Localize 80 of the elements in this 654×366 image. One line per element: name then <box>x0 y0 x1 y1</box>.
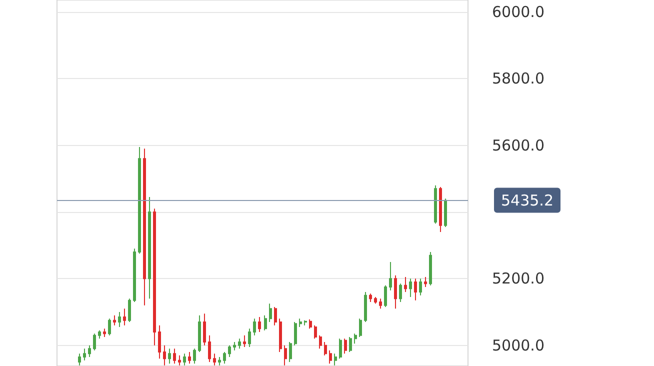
candlestick <box>213 353 216 366</box>
candlestick <box>238 338 241 350</box>
candlestick <box>384 284 387 308</box>
candlestick <box>103 328 106 338</box>
candlestick <box>414 278 417 301</box>
candlestick <box>344 338 347 354</box>
candlestick <box>98 330 101 340</box>
candlestick <box>339 338 342 360</box>
candlestick <box>279 318 282 352</box>
candlestick <box>243 334 246 348</box>
candlestick <box>379 298 382 310</box>
candlestick <box>163 344 166 366</box>
candlestick <box>223 352 226 364</box>
candlestick <box>133 248 136 302</box>
candlestick <box>269 303 272 322</box>
candlestick <box>389 262 392 291</box>
candlestick <box>264 314 267 331</box>
candlestick <box>329 350 332 364</box>
candlestick <box>364 292 367 322</box>
candlestick <box>289 342 292 362</box>
candlestick <box>88 344 91 358</box>
candlestick <box>434 184 437 224</box>
candlestick <box>429 252 432 286</box>
candlestick <box>359 318 362 338</box>
candlestick <box>83 348 86 361</box>
candlestick <box>198 314 201 352</box>
candlestick <box>294 322 297 346</box>
candlestick <box>113 314 116 326</box>
candlestick <box>208 334 211 362</box>
candlestick <box>334 353 337 366</box>
candlestick <box>424 276 427 288</box>
candlestick <box>409 278 412 298</box>
candlestick <box>128 298 131 322</box>
candlestick <box>354 333 357 344</box>
candlestick <box>319 334 322 350</box>
candlestick <box>108 318 111 336</box>
candlestick <box>228 344 231 358</box>
candlestick <box>148 196 151 300</box>
candlestick <box>188 352 191 364</box>
candlestick <box>309 318 312 330</box>
candlestick <box>203 313 206 346</box>
candlestick <box>193 348 196 364</box>
y-tick-label: 5000.0 <box>492 336 544 354</box>
candlestick <box>93 333 96 351</box>
y-tick-label: 5600.0 <box>492 136 544 154</box>
candlestick <box>299 318 302 328</box>
candlestick <box>253 318 256 336</box>
candlestick <box>374 296 377 304</box>
candlestick <box>439 186 442 232</box>
candlestick <box>158 324 161 360</box>
candlestick <box>324 342 327 356</box>
candlestick <box>444 198 447 228</box>
candlestick <box>78 353 81 366</box>
candlestick <box>419 278 422 296</box>
candlestick <box>178 354 181 366</box>
candlestick <box>218 356 221 366</box>
candlestick <box>123 308 126 326</box>
candlestick <box>233 342 236 351</box>
candlestick <box>173 348 176 364</box>
candlestick <box>394 274 397 310</box>
candlestick <box>138 146 141 254</box>
candlestick <box>168 348 171 364</box>
y-tick-label: 5800.0 <box>492 70 544 88</box>
candlestick <box>404 276 407 292</box>
candlestick <box>349 336 352 352</box>
candlestick <box>274 306 277 326</box>
candlestick <box>304 320 307 326</box>
candlestick <box>153 208 156 346</box>
candlestick <box>248 328 251 348</box>
ref-line-label: 5435.2 <box>501 191 554 210</box>
y-tick-label: 6000.0 <box>492 3 544 21</box>
candlestick <box>369 293 372 302</box>
candlestick <box>314 324 317 340</box>
candlestick <box>284 344 287 366</box>
y-tick-label: 5200.0 <box>492 270 544 288</box>
candlestick <box>399 283 402 302</box>
candlestick <box>143 148 146 306</box>
candlestick <box>118 312 121 328</box>
candlestick <box>258 316 261 332</box>
candlestick <box>183 353 186 366</box>
